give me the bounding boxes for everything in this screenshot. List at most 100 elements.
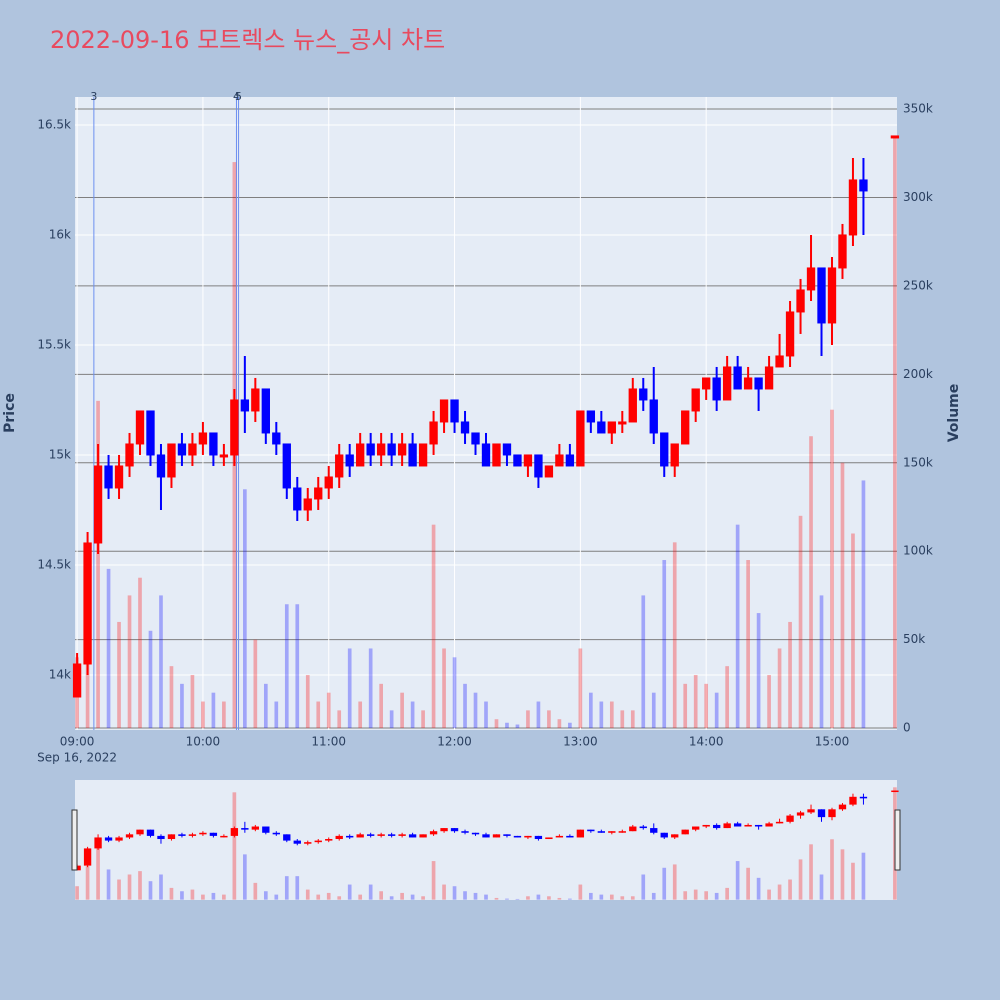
x-tick-label: 13:00 bbox=[563, 735, 598, 749]
slider-candle-body bbox=[220, 835, 228, 838]
volume-bar bbox=[578, 648, 583, 729]
y2-tick-label: 250k bbox=[903, 278, 933, 292]
slider-volume-bar bbox=[505, 898, 509, 900]
slider-candle-body bbox=[199, 832, 207, 835]
volume-bar bbox=[431, 524, 436, 729]
slider-volume-bar bbox=[651, 892, 656, 900]
candle-body bbox=[156, 454, 166, 478]
volume-bar bbox=[222, 701, 226, 729]
volume-bar bbox=[211, 692, 216, 729]
y-tick-label: 14.5k bbox=[37, 557, 71, 571]
slider-candle-body bbox=[461, 831, 469, 833]
candle-body bbox=[660, 432, 669, 467]
slider-candle-body bbox=[356, 834, 364, 838]
x-date-label: Sep 16, 2022 bbox=[37, 751, 117, 765]
y2-tick-label: 350k bbox=[903, 102, 933, 116]
volume-bar bbox=[379, 683, 383, 729]
candle-body bbox=[555, 454, 564, 467]
slider-volume-bar bbox=[410, 894, 415, 900]
slider-candle-body bbox=[377, 834, 385, 836]
candle-body bbox=[544, 465, 554, 478]
slider-handle[interactable] bbox=[894, 809, 901, 871]
slider-candle-body bbox=[283, 834, 291, 841]
slider-volume-bar bbox=[117, 879, 121, 900]
candle-body bbox=[93, 465, 103, 544]
volume-bar bbox=[305, 674, 310, 729]
slider-volume-bar bbox=[442, 884, 446, 900]
candle-body bbox=[167, 443, 176, 478]
slider-handle[interactable] bbox=[71, 809, 78, 871]
x-tick-label: 15:00 bbox=[815, 735, 850, 749]
candle-body bbox=[135, 410, 145, 445]
y2-tick-label: 0 bbox=[903, 721, 911, 735]
volume-bar bbox=[358, 701, 363, 729]
slider-candle-body bbox=[157, 835, 165, 840]
slider-candle-body bbox=[891, 790, 899, 793]
range-slider[interactable] bbox=[75, 780, 897, 900]
volume-bar bbox=[599, 701, 604, 729]
volume-bar bbox=[662, 560, 667, 729]
candle-body bbox=[722, 366, 732, 401]
slider-volume-bar bbox=[788, 879, 792, 900]
candle-body bbox=[387, 443, 396, 456]
volume-bar bbox=[148, 630, 153, 729]
slider-volume-bar bbox=[683, 891, 688, 900]
slider-volume-bar bbox=[452, 886, 457, 900]
volume-bar bbox=[536, 701, 541, 729]
candle-body bbox=[72, 663, 82, 698]
volume-bar bbox=[400, 692, 404, 729]
candle-body bbox=[764, 366, 774, 390]
slider-candle-body bbox=[723, 823, 731, 829]
volume-bar bbox=[127, 595, 132, 729]
candle-body bbox=[418, 443, 428, 467]
slider-candle-body bbox=[325, 839, 333, 841]
slider-candle-body bbox=[671, 834, 679, 838]
slider-volume-bar bbox=[672, 864, 677, 900]
candle-body bbox=[408, 443, 417, 467]
volume-bar bbox=[295, 604, 300, 729]
slider-candle-body bbox=[314, 840, 322, 843]
slider-volume-bar bbox=[484, 894, 488, 900]
slider-volume-bar bbox=[693, 889, 698, 900]
slider-candle-body bbox=[618, 831, 626, 833]
candle-body bbox=[345, 454, 354, 467]
candle-body bbox=[303, 498, 312, 511]
slider-volume-bar bbox=[578, 884, 583, 900]
volume-bar bbox=[693, 674, 698, 729]
slider-volume-bar bbox=[106, 869, 111, 900]
volume-bar bbox=[368, 648, 373, 729]
candle-body bbox=[335, 454, 344, 478]
volume-bar bbox=[620, 710, 625, 729]
volume-bar bbox=[683, 683, 688, 729]
candle-body bbox=[607, 421, 616, 434]
slider-volume-bar bbox=[253, 882, 258, 900]
slider-volume-bar bbox=[861, 852, 866, 900]
slider-candle-body bbox=[387, 834, 396, 836]
slider-candle-body bbox=[786, 815, 794, 822]
volume-bar bbox=[547, 710, 551, 729]
volume-bar bbox=[526, 710, 530, 729]
candle-body bbox=[230, 399, 239, 456]
slider-candle-body bbox=[293, 840, 301, 844]
candle-body bbox=[293, 487, 302, 511]
slider-volume-bar bbox=[75, 886, 79, 900]
volume-bar bbox=[484, 701, 488, 729]
slider-candle-body bbox=[251, 826, 260, 830]
candle-body bbox=[251, 388, 260, 412]
candle-body bbox=[188, 443, 197, 456]
slider-volume-bar bbox=[851, 862, 855, 900]
slider-volume-bar bbox=[347, 884, 352, 900]
slider-volume-bar bbox=[358, 894, 363, 900]
slider-candle-body bbox=[83, 848, 92, 866]
slider-candle-body bbox=[545, 837, 553, 840]
volume-bar bbox=[473, 692, 478, 729]
candle-body bbox=[754, 377, 763, 390]
volume-bar bbox=[568, 722, 572, 729]
y-tick-label: 16.5k bbox=[37, 117, 71, 131]
volume-bar bbox=[809, 436, 813, 729]
candle-body bbox=[649, 399, 658, 434]
volume-bar bbox=[746, 560, 750, 729]
slider-candle-body bbox=[346, 835, 354, 838]
slider-volume-bar bbox=[547, 896, 551, 900]
slider-volume-bar bbox=[169, 887, 174, 900]
